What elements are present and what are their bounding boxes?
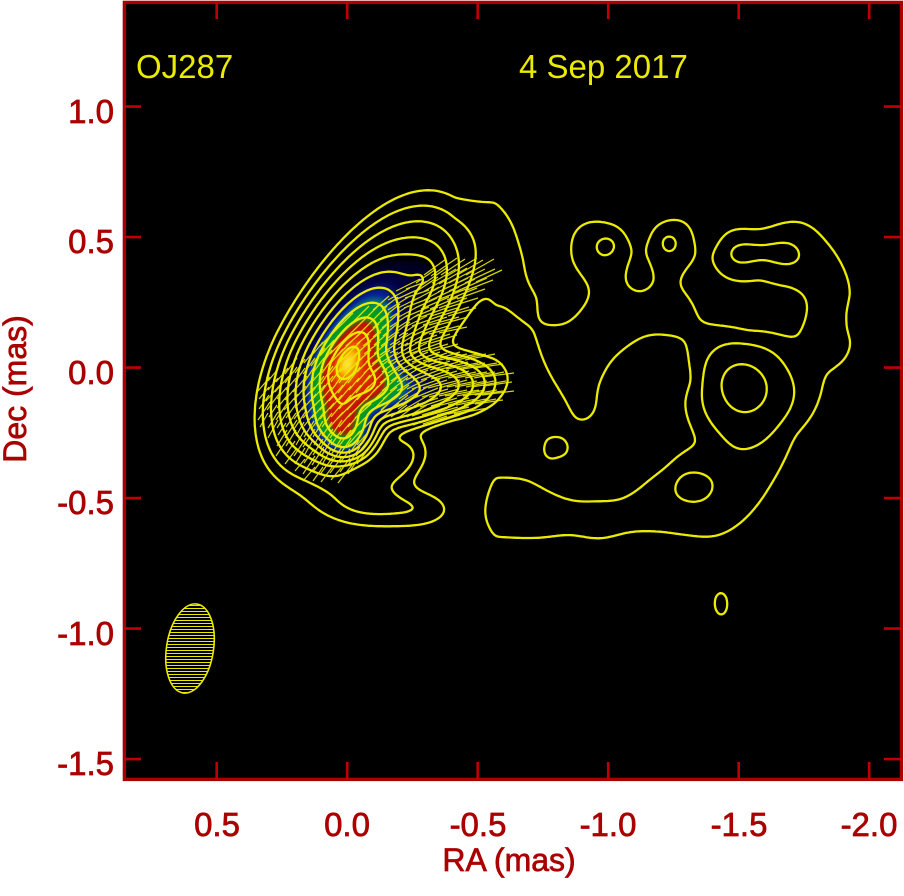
svg-text:-1.5: -1.5 xyxy=(57,745,114,782)
svg-text:4 Sep 2017: 4 Sep 2017 xyxy=(519,48,688,85)
svg-text:-1.0: -1.0 xyxy=(57,615,114,652)
svg-text:-0.5: -0.5 xyxy=(450,806,507,843)
svg-text:0.0: 0.0 xyxy=(68,354,114,391)
svg-text:-2.0: -2.0 xyxy=(841,806,898,843)
svg-text:1.0: 1.0 xyxy=(68,93,114,130)
svg-text:0.5: 0.5 xyxy=(68,223,114,260)
svg-text:-0.5: -0.5 xyxy=(57,484,114,521)
svg-text:OJ287: OJ287 xyxy=(136,48,233,85)
svg-text:0.0: 0.0 xyxy=(324,806,370,843)
svg-text:0.5: 0.5 xyxy=(194,806,240,843)
svg-text:-1.5: -1.5 xyxy=(711,806,768,843)
svg-text:-1.0: -1.0 xyxy=(580,806,637,843)
svg-text:RA (mas): RA (mas) xyxy=(442,842,575,878)
svg-text:Dec (mas): Dec (mas) xyxy=(0,315,33,463)
